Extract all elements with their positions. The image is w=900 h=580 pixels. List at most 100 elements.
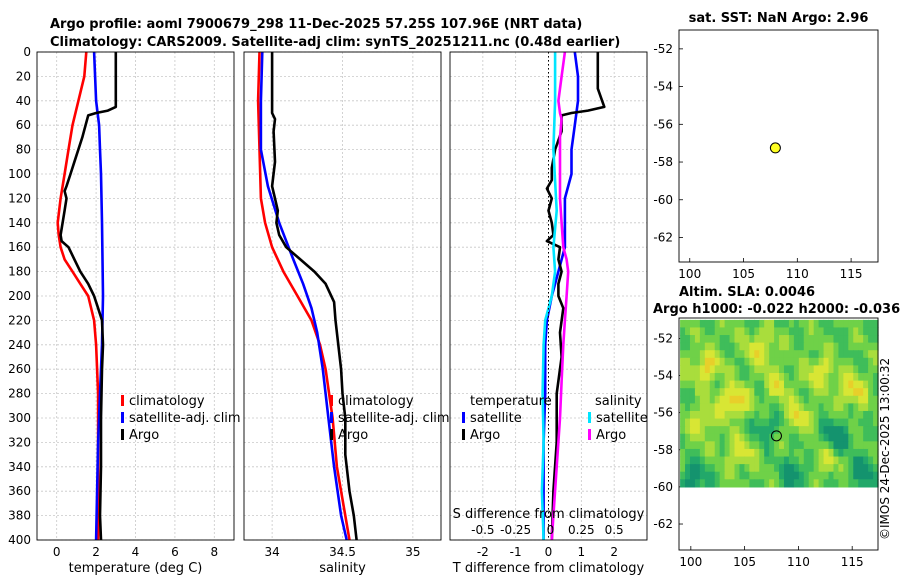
y-tick-label: 320 xyxy=(8,435,31,449)
sla-heatmap-cell xyxy=(823,418,830,427)
sla-heatmap-cell xyxy=(724,441,731,450)
sla-heatmap-cell xyxy=(843,365,849,374)
sla-heatmap-cell xyxy=(709,464,716,473)
y-tick-label: 100 xyxy=(8,167,31,181)
sla-heatmap-cell xyxy=(704,418,711,427)
sla-heatmap-cell xyxy=(744,395,750,404)
sla-heatmap-cell xyxy=(709,365,716,374)
sla-heatmap-cell xyxy=(803,403,810,412)
sla-heatmap-cell xyxy=(818,448,825,458)
series-line-satellite-adj-clim xyxy=(259,51,348,541)
sla-heatmap-cell xyxy=(803,373,810,382)
sla-heatmap-cell xyxy=(783,403,790,412)
sla-heatmap-cell xyxy=(749,418,755,427)
sla-heatmap-cell xyxy=(833,395,840,404)
sla-heatmap-cell xyxy=(685,479,691,488)
sla-heatmap-cell xyxy=(783,373,790,382)
sla-heatmap-cell xyxy=(858,365,864,374)
sla-heatmap-cell xyxy=(838,456,844,465)
sla-heatmap-cell xyxy=(759,403,765,412)
sla-heatmap-cell xyxy=(848,479,854,488)
sla-heatmap-cell xyxy=(779,448,785,458)
sla-heatmap-cell xyxy=(793,365,800,374)
sla-heatmap-cell xyxy=(828,365,835,374)
sla-heatmap-cell xyxy=(818,418,825,427)
x-tick-label: 110 xyxy=(787,555,810,569)
sla-heatmap-cell xyxy=(719,448,726,458)
sla-heatmap-cell xyxy=(699,479,706,488)
sla-heatmap-cell xyxy=(818,471,825,480)
sla-heatmap-cell xyxy=(759,380,765,389)
sla-heatmap-cell xyxy=(783,395,790,404)
sla-heatmap-cell xyxy=(868,319,874,329)
sla-heatmap-cell xyxy=(709,388,716,397)
sla-heatmap-cell xyxy=(808,426,815,435)
sla-heatmap-cell xyxy=(694,479,701,488)
x-tick-label: 8 xyxy=(210,545,218,559)
sla-heatmap-cell xyxy=(833,410,840,420)
sla-heatmap-cell xyxy=(783,388,790,397)
x-tick-label: 0 xyxy=(545,545,553,559)
sla-heatmap-cell xyxy=(788,464,795,473)
sla-heatmap-cell xyxy=(788,471,795,480)
sla-heatmap-cell xyxy=(803,456,810,465)
sla-heatmap-cell xyxy=(739,388,745,397)
sla-heatmap-cell xyxy=(694,471,701,480)
sla-heatmap-cell xyxy=(833,448,840,458)
sla-heatmap-cell xyxy=(868,410,874,420)
sla-heatmap-cell xyxy=(724,380,731,389)
sla-heatmap-cell xyxy=(685,350,691,359)
sla-heatmap-cell xyxy=(828,479,835,488)
sla-heatmap-cell xyxy=(823,426,830,435)
sla-heatmap-cell xyxy=(868,403,874,412)
sla-heatmap-cell xyxy=(838,418,844,427)
sla-heatmap-cell xyxy=(838,357,844,367)
sla-heatmap-cell xyxy=(843,327,849,336)
x-axis-label: temperature (deg C) xyxy=(69,561,203,576)
sla-heatmap-cell xyxy=(793,410,800,420)
sla-heatmap-cell xyxy=(759,335,765,344)
sla-heatmap-cell xyxy=(828,319,835,329)
sla-heatmap-cell xyxy=(833,464,840,473)
sla-heatmap-cell xyxy=(788,373,795,382)
sla-heatmap-cell xyxy=(704,441,711,450)
sla-heatmap-cell xyxy=(783,426,790,435)
sla-heatmap-cell xyxy=(714,319,721,329)
sla-heatmap-cell xyxy=(704,426,711,435)
x-tick-label: 105 xyxy=(732,267,755,281)
sla-heatmap-cell xyxy=(759,433,765,442)
sla-heatmap-cell xyxy=(739,342,745,351)
series-line-argo xyxy=(59,52,118,541)
sla-heatmap-cell xyxy=(729,479,736,488)
sla-heatmap-cell xyxy=(694,395,701,404)
sla-heatmap-cell xyxy=(808,403,815,412)
sla-heatmap-cell xyxy=(724,319,731,329)
sla-heatmap-cell xyxy=(699,410,706,420)
sla-heatmap-cell xyxy=(714,426,721,435)
sla-heatmap-cell xyxy=(734,380,741,389)
sst-map-title: sat. SST: NaN Argo: 2.96 xyxy=(689,11,869,26)
sla-heatmap-cell xyxy=(793,350,800,359)
sla-heatmap-cell xyxy=(803,433,810,442)
x-tick-label: 110 xyxy=(786,267,809,281)
sla-heatmap-cell xyxy=(783,479,790,488)
sla-heatmap-cell xyxy=(724,357,731,367)
sla-heatmap-cell xyxy=(818,380,825,389)
sla-heatmap-cell xyxy=(734,357,741,367)
sla-heatmap-cell xyxy=(724,342,731,351)
sla-heatmap-cell xyxy=(759,464,765,473)
sla-heatmap-cell xyxy=(783,410,790,420)
sla-heatmap-cell xyxy=(803,479,810,488)
sla-heatmap-cell xyxy=(680,388,686,397)
sla-heatmap-cell xyxy=(873,426,879,435)
sla-heatmap-cell xyxy=(793,380,800,389)
x-tick-label: 35 xyxy=(405,545,420,559)
sla-heatmap-cell xyxy=(729,426,736,435)
sla-heatmap-cell xyxy=(704,335,711,344)
sla-heatmap-cell xyxy=(689,395,696,404)
legend-temperature-title: temperature xyxy=(470,394,552,409)
sla-heatmap-cell xyxy=(808,456,815,465)
sla-heatmap-cell xyxy=(783,319,790,329)
sla-heatmap-cell xyxy=(783,418,790,427)
